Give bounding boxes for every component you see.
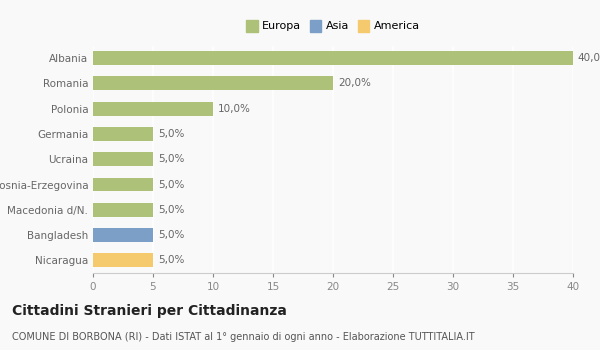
Legend: Europa, Asia, America: Europa, Asia, America <box>242 16 424 35</box>
Text: 5,0%: 5,0% <box>158 205 184 215</box>
Text: 5,0%: 5,0% <box>158 180 184 190</box>
Bar <box>93 203 153 217</box>
Bar <box>93 76 333 90</box>
Bar <box>93 177 153 191</box>
Text: 5,0%: 5,0% <box>158 230 184 240</box>
Text: 5,0%: 5,0% <box>158 154 184 164</box>
Bar <box>93 51 573 65</box>
Bar <box>93 253 153 267</box>
Text: 10,0%: 10,0% <box>218 104 251 114</box>
Bar <box>93 228 153 242</box>
Text: 5,0%: 5,0% <box>158 129 184 139</box>
Text: 20,0%: 20,0% <box>338 78 371 89</box>
Text: COMUNE DI BORBONA (RI) - Dati ISTAT al 1° gennaio di ogni anno - Elaborazione TU: COMUNE DI BORBONA (RI) - Dati ISTAT al 1… <box>12 332 475 343</box>
Bar <box>93 152 153 166</box>
Text: 5,0%: 5,0% <box>158 256 184 265</box>
Text: Cittadini Stranieri per Cittadinanza: Cittadini Stranieri per Cittadinanza <box>12 304 287 318</box>
Bar <box>93 127 153 141</box>
Bar <box>93 102 213 116</box>
Text: 40,0%: 40,0% <box>578 53 600 63</box>
